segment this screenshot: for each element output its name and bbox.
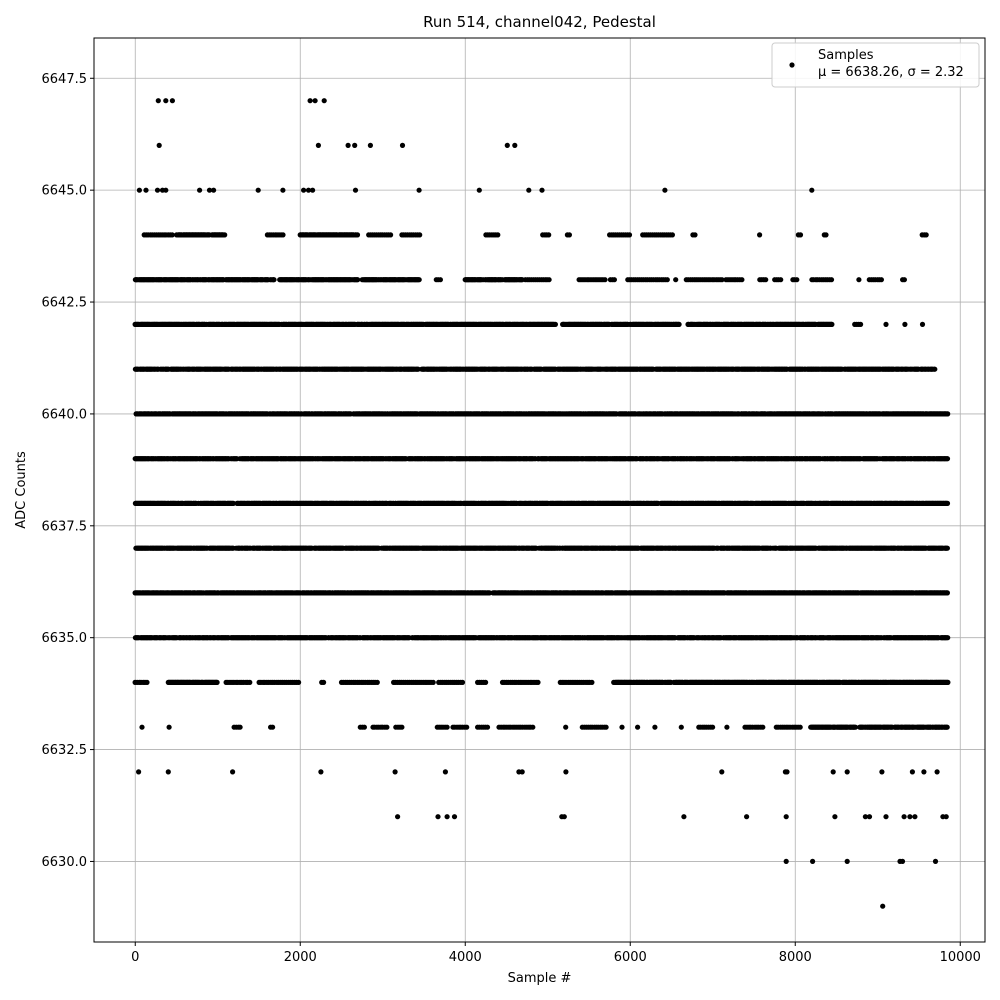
data-point (437, 277, 443, 283)
data-point (354, 232, 361, 238)
data-point (495, 232, 501, 238)
data-point (664, 277, 670, 283)
data-point (673, 277, 679, 283)
data-point (739, 277, 745, 283)
data-point (546, 277, 552, 283)
data-point (222, 232, 228, 238)
data-point (546, 232, 552, 238)
data-point (828, 277, 835, 283)
data-point (719, 277, 725, 283)
data-point (945, 411, 951, 417)
data-point (271, 277, 277, 283)
plot-area (94, 38, 985, 942)
data-point (355, 277, 361, 283)
data-point (611, 277, 618, 283)
data-point (692, 232, 698, 238)
data-point (388, 232, 394, 238)
data-point (763, 277, 769, 283)
data-point (944, 456, 951, 462)
data-point (858, 321, 864, 327)
points-layer (132, 98, 951, 909)
data-point (552, 321, 559, 327)
data-point (883, 321, 889, 327)
data-point (416, 277, 422, 283)
data-point (169, 232, 175, 238)
data-point (829, 321, 835, 327)
data-point (932, 366, 938, 372)
data-point (602, 277, 608, 283)
data-point (626, 232, 633, 238)
data-point (757, 232, 763, 238)
data-point (823, 232, 829, 238)
data-point (856, 277, 862, 283)
data-point (923, 232, 929, 238)
data-point (280, 232, 286, 238)
data-point (797, 232, 804, 238)
data-point (417, 232, 423, 238)
data-point (902, 321, 908, 327)
data-point (794, 277, 800, 283)
data-point (566, 232, 573, 238)
data-point (901, 277, 908, 283)
data-point (778, 277, 784, 283)
data-point (669, 232, 676, 238)
data-point (676, 321, 682, 327)
data-point (878, 277, 885, 283)
data-point (919, 321, 926, 327)
